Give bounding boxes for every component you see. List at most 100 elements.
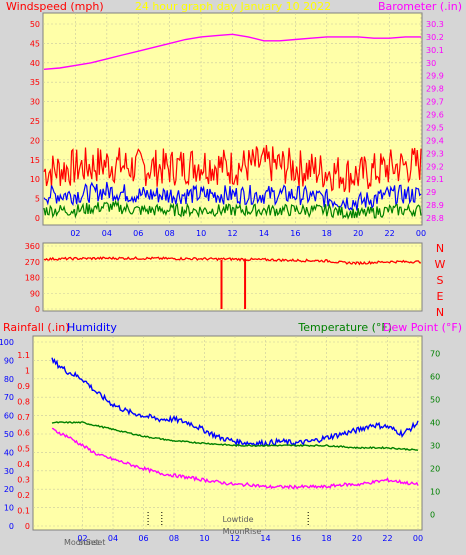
barometer-y-tick: 29.2 [426, 162, 444, 171]
wind-gust-line [43, 144, 422, 193]
humidity-y-tick: 30 [4, 467, 14, 476]
barometer-label: Barometer (.in) [378, 0, 462, 13]
wind-y-tick: 15 [30, 156, 40, 165]
humidity-y-tick: 50 [4, 430, 14, 439]
temp-x-tick: 16 [291, 534, 301, 543]
rainfall-y-tick: 0 [25, 522, 30, 531]
wind-x-tick: 08 [165, 229, 175, 238]
temp-x-tick: 10 [199, 534, 209, 543]
barometer-y-tick: 29.4 [426, 136, 444, 145]
wind-y-tick: 35 [30, 78, 40, 87]
temp-x-tick: 20 [352, 534, 362, 543]
wind-y-tick: 5 [35, 195, 40, 204]
barometer-y-tick: 29.1 [426, 175, 444, 184]
temperature-y-tick: 30 [430, 442, 440, 451]
barometer-y-tick: 29.3 [426, 149, 444, 158]
rainfall-y-tick: 0.6 [17, 429, 30, 438]
temperature-y-tick: 20 [430, 465, 440, 474]
compass-n-bottom: N [436, 306, 444, 319]
wind-y-tick: 40 [30, 59, 40, 68]
sunset-label: Sunset [78, 538, 105, 547]
direction-y-tick: 180 [25, 274, 40, 283]
lowtide-label: Lowtide [222, 515, 253, 524]
barometer-y-tick: 28.9 [426, 201, 444, 210]
compass-w: W [435, 258, 446, 271]
wind-y-tick: 50 [30, 20, 40, 29]
rainfall-y-tick: 0.5 [17, 444, 30, 453]
temp-x-tick: 14 [260, 534, 270, 543]
rainfall-y-tick: 0.4 [17, 460, 30, 469]
humidity-y-tick: 0 [9, 522, 14, 531]
wind-y-tick: 10 [30, 175, 40, 184]
direction-y-tick: 360 [25, 242, 40, 251]
wind-direction-line [43, 256, 422, 266]
rainfall-y-tick: 0.7 [17, 413, 30, 422]
temp-x-tick: 00 [413, 534, 423, 543]
rainfall-y-tick: 1 [25, 367, 30, 376]
compass-e: E [437, 290, 444, 303]
barometer-y-tick: 29.6 [426, 111, 444, 120]
wind-y-tick: 0 [35, 214, 40, 223]
temp-humidity-panel [32, 335, 423, 531]
wind-x-tick: 04 [102, 229, 112, 238]
humidity-y-tick: 80 [4, 375, 14, 384]
wind-y-tick: 45 [30, 39, 40, 48]
humidity-y-tick: 10 [4, 504, 14, 513]
graph-title: 24 hour graph day January 10 2022 [135, 0, 331, 13]
temp-x-tick: 08 [169, 534, 179, 543]
humidity-y-tick: 20 [4, 485, 14, 494]
dewpoint-label: Dew Point (°F) [383, 321, 462, 334]
temperature-y-tick: 0 [430, 511, 435, 520]
temperature-line [51, 421, 419, 451]
humidity-line [51, 357, 419, 448]
compass-n-top: N [436, 242, 444, 255]
series-lines [43, 33, 422, 526]
wind-x-tick: 16 [290, 229, 300, 238]
wind-y-tick: 20 [30, 136, 40, 145]
wind-x-tick: 14 [259, 229, 269, 238]
temp-x-tick: 22 [382, 534, 392, 543]
wind-y-tick: 25 [30, 117, 40, 126]
temp-x-tick: 18 [321, 534, 331, 543]
temperature-y-tick: 50 [430, 396, 440, 405]
wind-average-line [43, 181, 422, 212]
rainfall-y-tick: 0.3 [17, 475, 30, 484]
barometer-y-tick: 28.8 [426, 214, 444, 223]
temp-x-tick: 04 [108, 534, 118, 543]
wind-x-tick: 20 [353, 229, 363, 238]
windspeed-label: Windspeed (mph) [6, 0, 104, 13]
rainfall-y-tick: 0.9 [17, 382, 30, 391]
direction-y-tick: 270 [25, 258, 40, 267]
wind-x-tick: 22 [384, 229, 394, 238]
wind-x-tick: 00 [416, 229, 426, 238]
wind-y-tick: 30 [30, 98, 40, 107]
dewpoint-line [51, 427, 419, 490]
humidity-y-tick: 40 [4, 448, 14, 457]
humidity-y-tick: 100 [0, 338, 14, 347]
rainfall-y-tick: 0.1 [17, 506, 30, 515]
compass-s: S [437, 274, 444, 287]
temperature-y-tick: 60 [430, 373, 440, 382]
barometer-y-tick: 30.2 [426, 33, 444, 42]
temperature-label: Temperature (°F) [297, 321, 392, 334]
wind-x-tick: 10 [196, 229, 206, 238]
temperature-y-tick: 70 [430, 350, 440, 359]
direction-y-tick: 0 [35, 305, 40, 314]
humidity-label: Humidity [67, 321, 117, 334]
barometer-y-tick: 29.8 [426, 85, 444, 94]
wind-min-line [43, 199, 422, 220]
wind-direction-panel [42, 242, 423, 312]
humidity-y-tick: 60 [4, 412, 14, 421]
barometer-line [43, 33, 421, 70]
rainfall-y-tick: 1.1 [17, 351, 30, 360]
wind-x-tick: 02 [70, 229, 80, 238]
barometer-y-tick: 30.3 [426, 20, 444, 29]
temp-x-tick: 02 [77, 534, 87, 543]
wind-x-tick: 06 [133, 229, 143, 238]
moonset-label: MoonSet [64, 538, 99, 547]
rainfall-y-tick: 0.2 [17, 491, 30, 500]
moonrise-label: MoonRise [223, 527, 262, 536]
axis-ticks: 0510152025303540455028.828.92929.129.229… [0, 20, 444, 543]
